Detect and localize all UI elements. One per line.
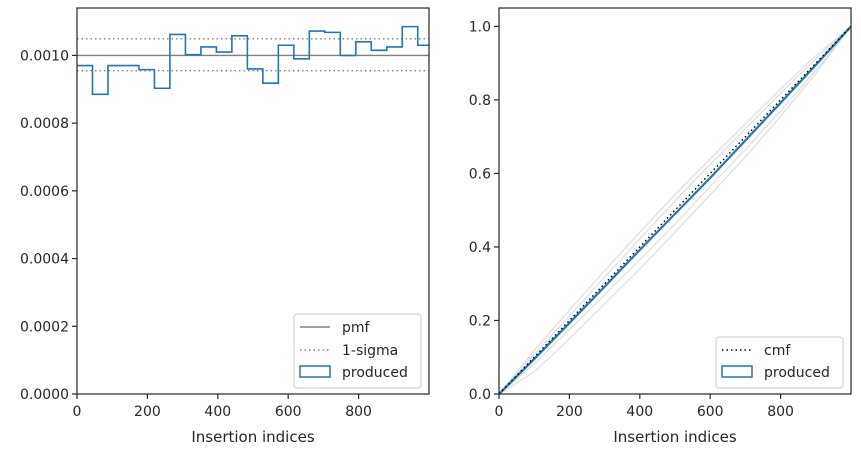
legend-produced-swatch	[299, 365, 331, 378]
cmf-y-tick-label: 0.0	[469, 387, 491, 403]
cmf-x-tick-label: 400	[626, 404, 653, 420]
legend-produced-label: produced	[764, 365, 830, 381]
pmf-x-tick-label: 400	[204, 404, 231, 420]
legend-sigma-label: 1-sigma	[342, 343, 398, 359]
cmf-y-tick-label: 0.6	[469, 166, 491, 182]
pmf-legend-box	[293, 313, 422, 389]
pmf-x-tick-label: 200	[134, 404, 161, 420]
pmf-x-tick-label: 0	[73, 404, 82, 420]
legend-pmf-label: pmf	[342, 320, 371, 336]
background-run-line	[498, 26, 852, 395]
pmf-y-tick-label: 0.0010	[20, 48, 69, 64]
cmf-y-tick-label: 1.0	[469, 19, 491, 35]
cmf-y-tick-label: 0.8	[469, 93, 491, 109]
produced-step-series	[77, 25, 429, 96]
pmf-panel: 0 200 400 600 800 0.0000 0.0002 0.0004 0.0006 0.0…	[20, 7, 430, 446]
pmf-axes-frame	[76, 7, 430, 395]
legend-produced-label: produced	[342, 365, 408, 381]
cmf-legend: cmf produced	[715, 336, 844, 389]
background-run-line	[498, 25, 852, 395]
pmf-plot-area	[77, 25, 429, 96]
cmf-x-tick-label: 0	[495, 404, 504, 420]
cmf-axes-frame	[498, 7, 852, 395]
pmf-y-tick-label: 0.0004	[20, 252, 69, 268]
cmf-legend-box	[715, 336, 844, 389]
pmf-y-tick-label: 0.0000	[20, 387, 69, 403]
pmf-y-tick-label: 0.0002	[20, 319, 69, 335]
cmf-x-tick-label: 600	[697, 404, 724, 420]
background-run-line	[498, 26, 852, 395]
cmf-ticks: 0 200 400 600 800 0.0 0.2 0.4 0.6 0.8 1.0	[469, 19, 794, 420]
produced-cumulative-line	[498, 25, 852, 395]
pmf-x-tick-label: 800	[345, 404, 372, 420]
pmf-x-axis-label: Insertion indices	[191, 428, 314, 446]
pmf-y-tick-label: 0.0006	[20, 184, 69, 200]
cmf-x-tick-label: 800	[767, 404, 794, 420]
background-run-line	[498, 26, 852, 395]
cmf-x-axis-label: Insertion indices	[613, 428, 736, 446]
pmf-y-tick-label: 0.0008	[20, 116, 69, 132]
cmf-x-tick-label: 200	[556, 404, 583, 420]
legend-produced-swatch	[721, 365, 753, 378]
cmf-y-tick-label: 0.4	[469, 240, 491, 256]
cmf-line	[498, 25, 852, 395]
cmf-plot-area	[498, 25, 852, 395]
legend-cmf-label: cmf	[764, 343, 791, 359]
pmf-ticks: 0 200 400 600 800 0.0000 0.0002 0.0004 0.0006 0.0…	[20, 48, 372, 420]
cmf-y-tick-label: 0.2	[469, 313, 491, 329]
pmf-x-tick-label: 600	[275, 404, 302, 420]
pmf-legend: pmf 1-sigma produced	[293, 313, 422, 389]
cmf-panel: 0 200 400 600 800 0.0 0.2 0.4 0.6 0.8 1.0 Insertio…	[469, 7, 852, 446]
